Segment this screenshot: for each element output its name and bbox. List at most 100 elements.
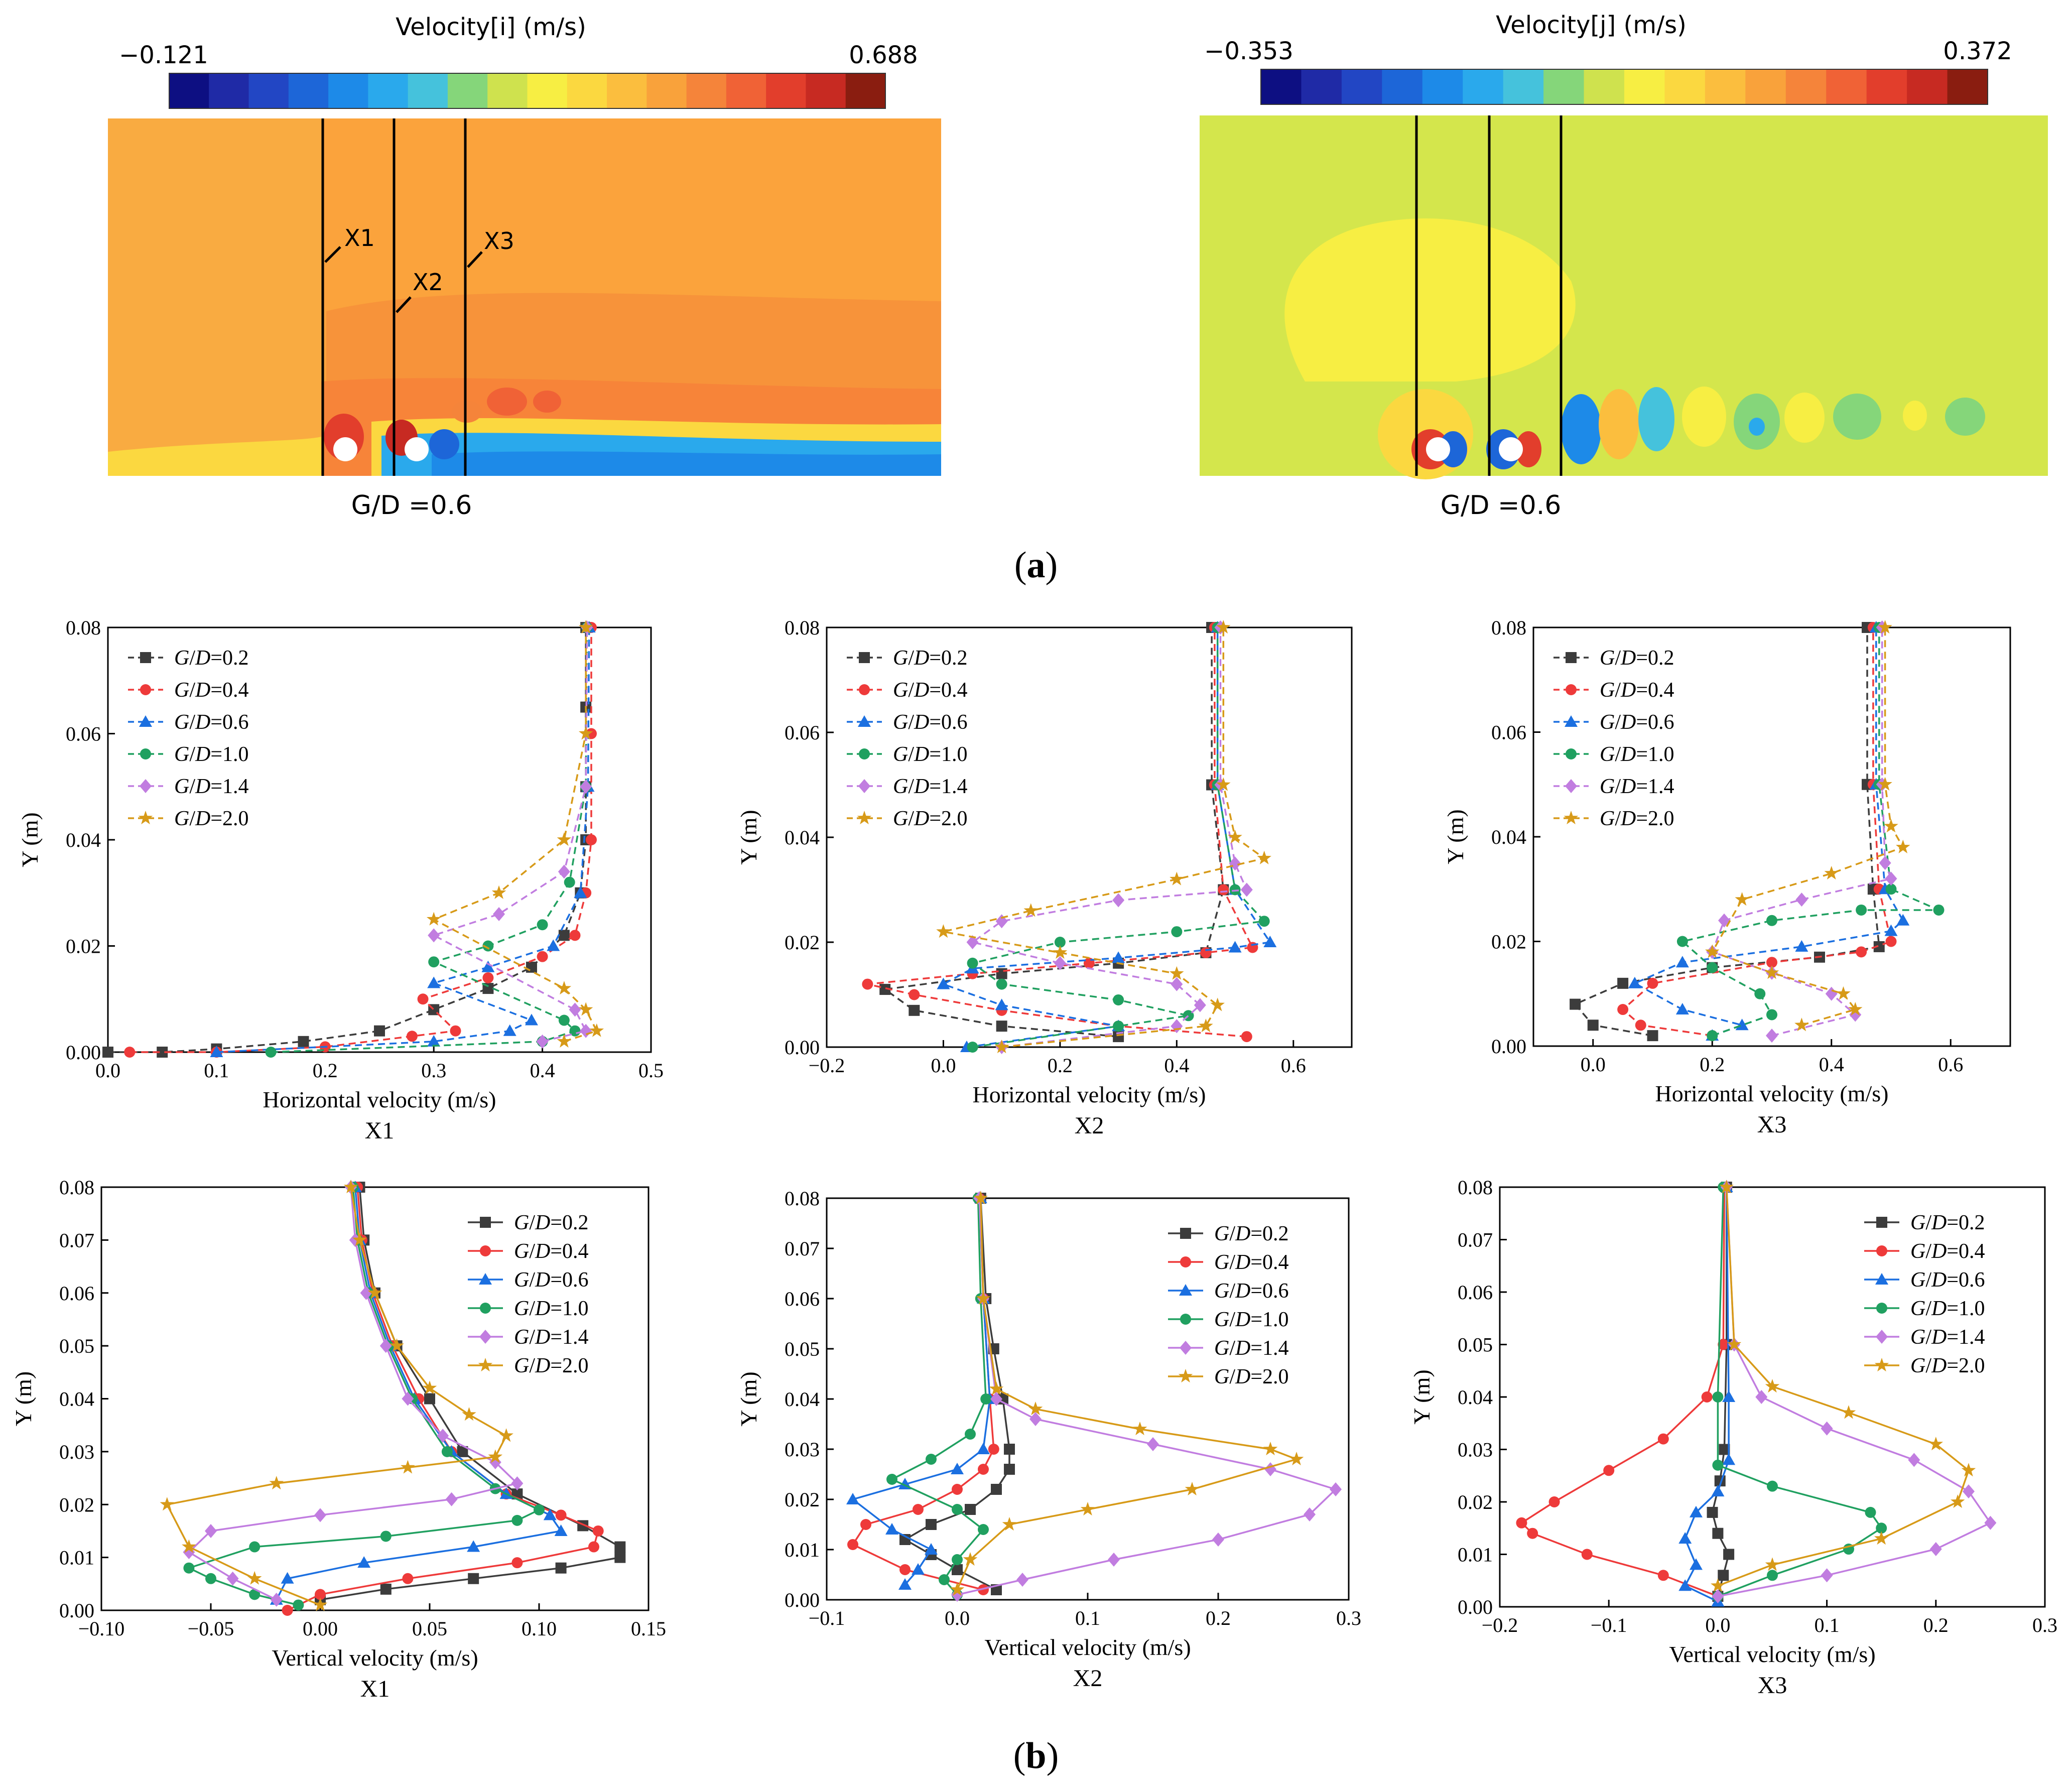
data-point (450, 1025, 461, 1037)
data-point (1212, 1533, 1224, 1547)
data-point (1258, 916, 1270, 927)
legend: G/D=0.2 G/D=0.4 G/D=0.6 G/D=1.0 G/D=1.4 G/D=2… (468, 1211, 589, 1377)
data-point (937, 977, 950, 989)
legend-label: G/D=0.4 (514, 1240, 589, 1263)
y-tick-label: 0.07 (785, 1237, 820, 1260)
data-point (374, 1025, 385, 1037)
data-point (1180, 1341, 1192, 1355)
colorbar-min-label: −0.353 (1204, 37, 1293, 65)
y-axis-label: Y (m) (1409, 1369, 1435, 1424)
y-tick-label: 0.00 (59, 1599, 94, 1622)
data-point (367, 1285, 382, 1299)
data-point (1766, 1009, 1777, 1021)
series-line (216, 627, 590, 1053)
data-point (1587, 1020, 1599, 1031)
data-point (1896, 914, 1910, 926)
series-line (1680, 627, 1939, 1037)
x-tick-label: −0.1 (809, 1607, 845, 1629)
y-tick-label: 0.05 (59, 1335, 94, 1357)
data-point (1795, 940, 1808, 952)
colorbar (169, 73, 886, 109)
data-point (925, 1543, 938, 1555)
data-point (1878, 620, 1892, 634)
data-point (511, 1514, 523, 1526)
colorbar-frame (169, 73, 886, 109)
x-tick-label: −0.1 (1591, 1614, 1627, 1636)
vortex (1439, 431, 1467, 467)
y-tick-label: 0.08 (785, 616, 820, 639)
data-point (1635, 1020, 1646, 1031)
data-point (846, 1493, 859, 1504)
colorbar-swatch (567, 73, 607, 108)
data-point (1675, 1003, 1689, 1015)
data-point (977, 1443, 990, 1454)
data-point (102, 1047, 113, 1058)
data-point (1229, 856, 1241, 871)
contour-field (1200, 115, 2048, 479)
y-axis-label: Y (m) (1443, 809, 1468, 864)
x-axis-label: Vertical velocity (m/s) (272, 1645, 478, 1671)
data-point (952, 1564, 963, 1575)
data-point (401, 1460, 415, 1474)
y-tick-label: 0.04 (1491, 826, 1526, 848)
series-G/D=0.4 (1516, 1182, 1730, 1602)
data-point (1264, 1462, 1276, 1476)
data-point (1767, 1480, 1778, 1492)
data-point (1735, 892, 1749, 906)
data-point (1054, 956, 1066, 970)
contour-panel-horizontal: Velocity[i] (m/s) −0.121 0.688 X1 (108, 13, 941, 521)
data-point (1289, 1452, 1304, 1466)
series-G/D=0.6 (210, 621, 596, 1057)
chart-1: 0.0 0.1 0.2 0.3 0.4 0.5 0.00 0.02 0.04 0.06 0.08 Ho… (17, 616, 664, 1144)
data-point (140, 652, 151, 663)
x-axis-label: Horizontal velocity (m/s) (1655, 1081, 1889, 1106)
data-point (966, 935, 979, 949)
data-point (1304, 1507, 1316, 1521)
data-point (182, 1539, 196, 1553)
data-point (965, 1429, 976, 1440)
colorbar-swatch (527, 73, 568, 108)
data-point (380, 1531, 392, 1542)
x-tick-label: 0.4 (530, 1059, 555, 1082)
vortex-core (1749, 418, 1765, 436)
data-point (1962, 1484, 1975, 1499)
data-point (1263, 936, 1277, 947)
x-tick-label: 0.5 (638, 1059, 664, 1082)
data-point (965, 1504, 976, 1515)
colorbar-swatch (766, 73, 807, 108)
y-tick-label: 0.08 (1491, 616, 1526, 639)
data-point (445, 1492, 458, 1506)
data-point (1885, 936, 1897, 947)
data-point (574, 886, 587, 898)
section-label-x2: X2 (413, 269, 443, 296)
data-point (1896, 839, 1910, 853)
data-point (588, 1541, 599, 1553)
data-point (558, 1014, 570, 1026)
data-point (1929, 1542, 1942, 1557)
data-point (1951, 1494, 1965, 1508)
data-point (558, 930, 570, 941)
x-tick-label: 0.1 (1815, 1614, 1840, 1636)
y-tick-label: 0.02 (59, 1493, 94, 1516)
data-point (569, 1002, 581, 1017)
colorbar-swatch (1382, 69, 1423, 104)
data-point (1821, 1421, 1833, 1436)
data-point (422, 1380, 437, 1394)
data-point (1836, 986, 1851, 1000)
data-point (952, 1484, 963, 1495)
vortex (1682, 387, 1726, 447)
data-point (427, 1035, 441, 1047)
colorbar-swatch (1543, 69, 1585, 104)
data-point (1711, 1578, 1725, 1592)
data-point (558, 864, 570, 879)
x-tick-label: −0.2 (1482, 1614, 1518, 1636)
data-point (859, 748, 870, 759)
data-point (899, 1564, 911, 1575)
data-point (1885, 883, 1897, 895)
data-point (1727, 1337, 1742, 1351)
colorbar-swatch (1584, 69, 1625, 104)
cylinder-downstream (1499, 437, 1523, 461)
data-point (537, 951, 548, 962)
x-tick-label: 0.2 (1923, 1614, 1949, 1636)
data-point (1564, 811, 1579, 825)
